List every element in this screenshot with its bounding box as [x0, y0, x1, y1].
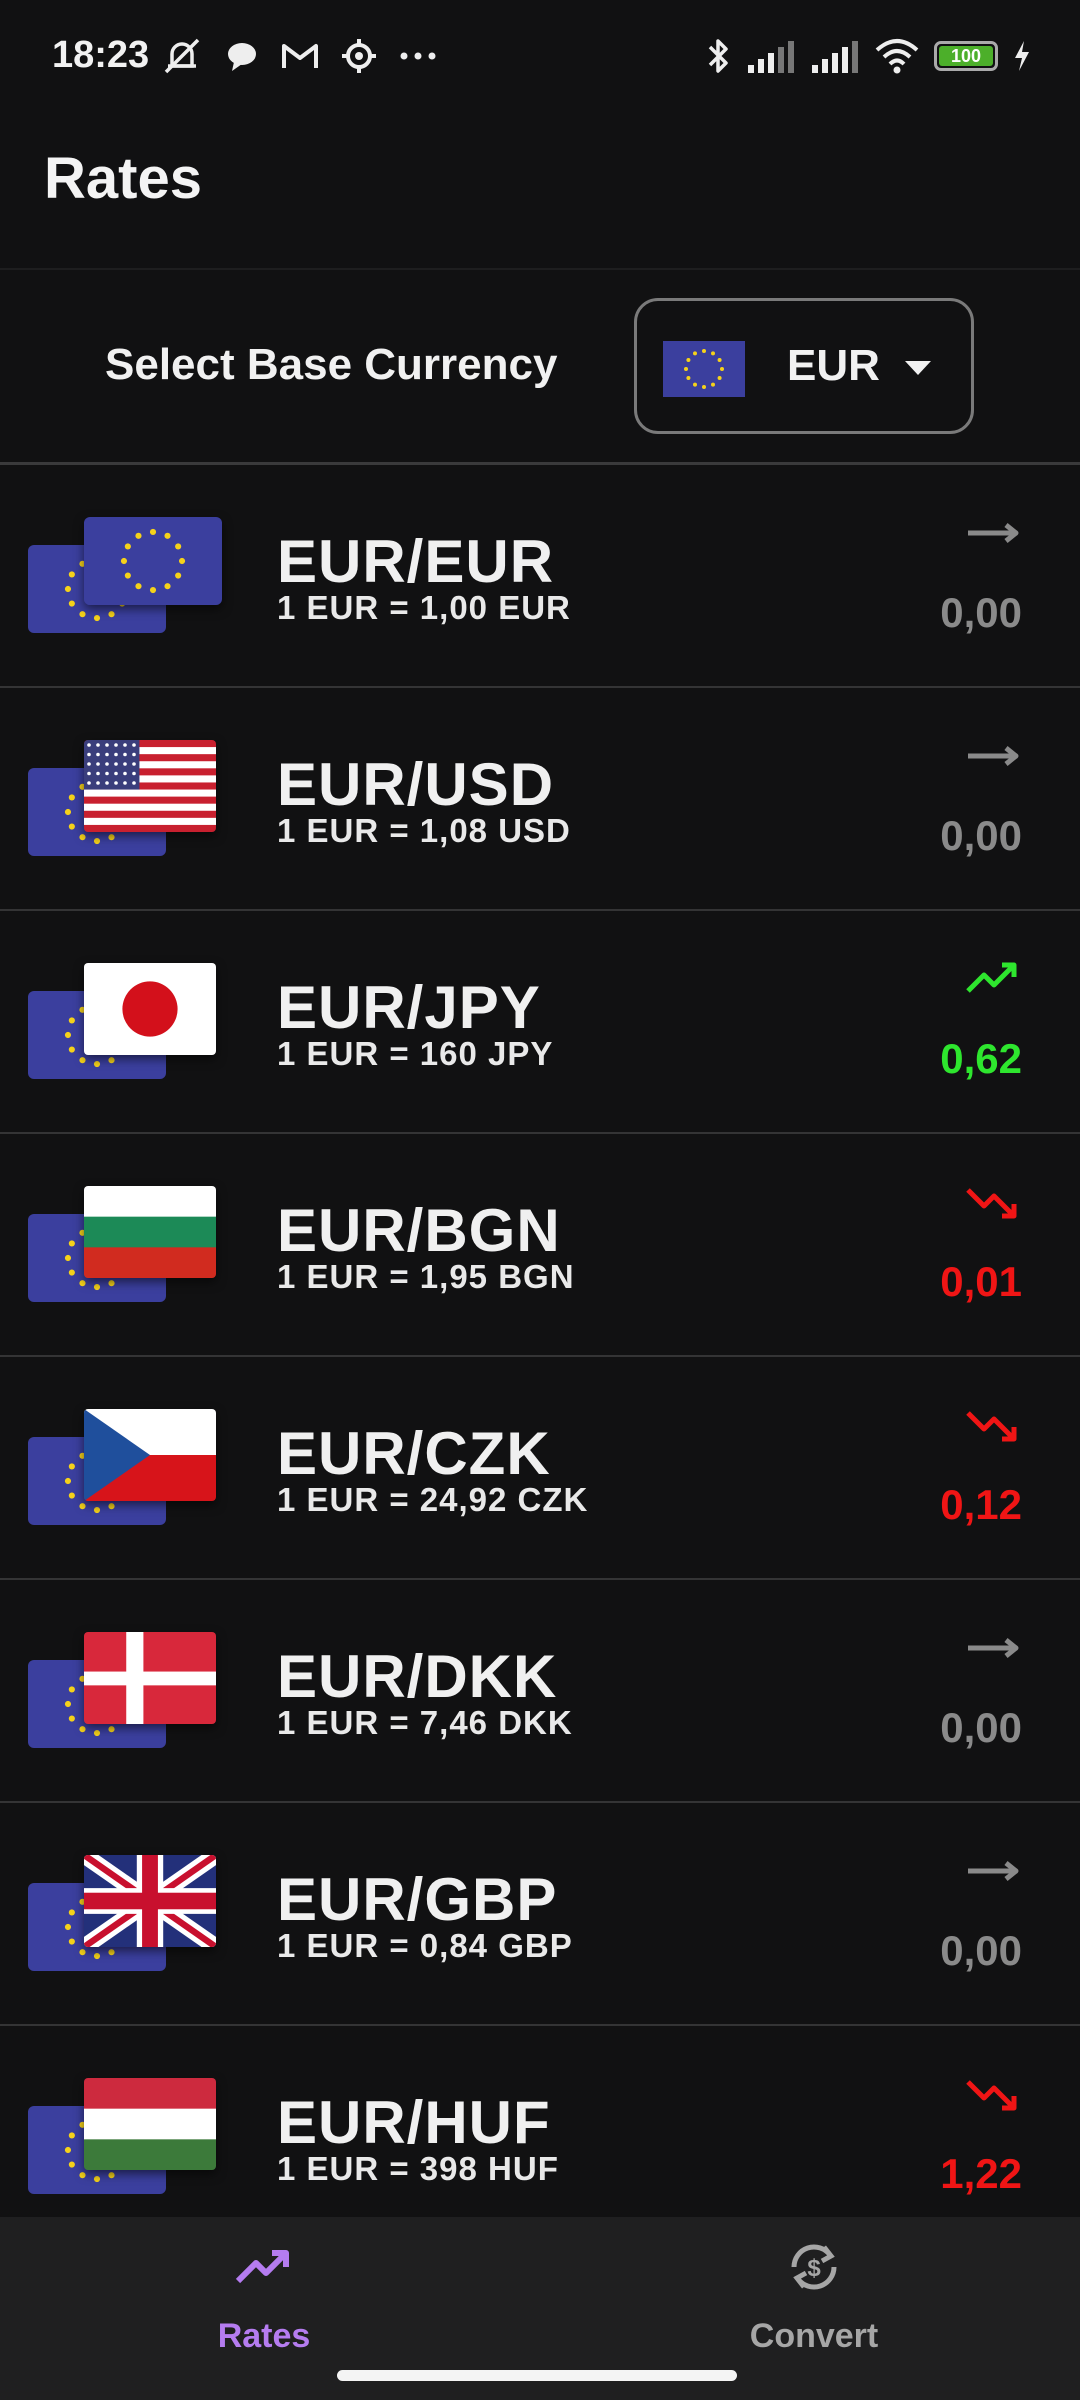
exchange-rate: 1 EUR = 7,46 DKK: [277, 1704, 573, 1741]
bell-off-icon: [164, 38, 200, 74]
bluetooth-icon: [708, 39, 728, 73]
nav-rates-label: Rates: [217, 2317, 311, 2355]
rates-list[interactable]: EUR/EUR 1 EUR = 1,00 EUR 0,00 EUR/USD 1 EUR …: [0, 465, 1080, 2217]
svg-text:$: $: [807, 2255, 821, 2282]
rate-row-eur-eur[interactable]: EUR/EUR 1 EUR = 1,00 EUR 0,00: [0, 465, 1080, 688]
hungary-flag-icon: [84, 2078, 216, 2170]
wifi-icon: [875, 39, 919, 74]
arrow-right-icon: [966, 1851, 1022, 1891]
currency-pair: EUR/CZK: [277, 1420, 551, 1487]
status-icons-right: 100: [704, 34, 1032, 78]
eu-flag-icon: [84, 517, 222, 605]
exchange-rate: 1 EUR = 1,00 EUR: [277, 589, 571, 626]
rate-row-eur-dkk[interactable]: EUR/DKK 1 EUR = 7,46 DKK 0,00: [0, 1580, 1080, 1803]
arrow-right-icon: [966, 736, 1022, 776]
status-icons-left: [160, 34, 438, 78]
arrow-right-icon: [966, 513, 1022, 553]
czech-flag-icon: [84, 1409, 216, 1501]
rate-change: 0,00: [940, 1704, 1022, 1751]
currency-pair: EUR/GBP: [277, 1866, 558, 1933]
chat-bubble-icon: [228, 43, 256, 71]
currency-pair: EUR/BGN: [277, 1197, 561, 1264]
signal-icon: [748, 41, 794, 73]
eu-flag-icon: [663, 341, 745, 397]
rate-row-eur-jpy[interactable]: EUR/JPY 1 EUR = 160 JPY 0,62: [0, 911, 1080, 1134]
nav-convert[interactable]: $ Convert: [664, 2217, 964, 2400]
rate-change: 0,00: [940, 1927, 1022, 1974]
rate-change: 0,00: [940, 812, 1022, 859]
trending-up-icon: [235, 2250, 289, 2284]
uk-flag-icon: [84, 1855, 216, 1947]
trending-up-icon: [966, 959, 1022, 999]
rate-row-eur-huf[interactable]: EUR/HUF 1 EUR = 398 HUF 1,22: [0, 2026, 1080, 2217]
bottom-navigation: Rates $ Convert: [0, 2217, 1080, 2400]
arrow-right-icon: [966, 1628, 1022, 1668]
rate-row-eur-gbp[interactable]: EUR/GBP 1 EUR = 0,84 GBP 0,00: [0, 1803, 1080, 2026]
exchange-rate: 1 EUR = 1,08 USD: [277, 812, 571, 849]
charging-icon: [1015, 41, 1029, 71]
battery-icon: 100: [934, 41, 998, 71]
status-bar: 18:23: [0, 0, 1080, 110]
base-currency-label: Select Base Currency: [105, 340, 558, 389]
rate-row-eur-czk[interactable]: EUR/CZK 1 EUR = 24,92 CZK 0,12: [0, 1357, 1080, 1580]
exchange-rate: 1 EUR = 24,92 CZK: [277, 1481, 589, 1518]
rate-change: 0,00: [940, 589, 1022, 636]
nav-rates[interactable]: Rates: [114, 2217, 414, 2400]
denmark-flag-icon: [84, 1632, 216, 1724]
more-dots-icon: [400, 52, 436, 60]
exchange-rate: 1 EUR = 398 HUF: [277, 2150, 559, 2187]
rate-change: 1,22: [940, 2150, 1022, 2197]
status-time: 18:23: [52, 34, 150, 76]
list-divider: [0, 462, 1080, 465]
japan-flag-icon: [84, 963, 216, 1055]
rate-change: 0,12: [940, 1481, 1022, 1528]
selected-currency-code: EUR: [787, 341, 880, 390]
currency-exchange-icon: $: [791, 2244, 837, 2290]
gmail-icon: [282, 44, 318, 68]
rate-row-eur-bgn[interactable]: EUR/BGN 1 EUR = 1,95 BGN 0,01: [0, 1134, 1080, 1357]
currency-pair: EUR/DKK: [277, 1643, 558, 1710]
trending-down-icon: [966, 1182, 1022, 1222]
currency-pair: EUR/EUR: [277, 528, 555, 595]
exchange-rate: 1 EUR = 160 JPY: [277, 1035, 554, 1072]
page-title: Rates: [44, 146, 202, 211]
us-flag-icon: [84, 740, 216, 832]
currency-pair: EUR/JPY: [277, 974, 541, 1041]
rate-change: 0,01: [940, 1258, 1022, 1305]
battery-level: 100: [939, 46, 993, 66]
trending-down-icon: [966, 1405, 1022, 1445]
exchange-rate: 1 EUR = 1,95 BGN: [277, 1258, 575, 1295]
header-divider: [0, 268, 1080, 270]
bulgaria-flag-icon: [84, 1186, 216, 1278]
home-indicator[interactable]: [337, 2370, 737, 2381]
currency-pair: EUR/USD: [277, 751, 555, 818]
trending-down-icon: [966, 2074, 1022, 2114]
currency-pair: EUR/HUF: [277, 2089, 551, 2156]
settings-cog-icon: [342, 39, 376, 73]
rate-change: 0,62: [940, 1035, 1022, 1082]
exchange-rate: 1 EUR = 0,84 GBP: [277, 1927, 573, 1964]
rate-row-eur-usd[interactable]: EUR/USD 1 EUR = 1,08 USD 0,00: [0, 688, 1080, 911]
nav-convert-label: Convert: [749, 2317, 879, 2355]
base-currency-dropdown[interactable]: EUR: [634, 298, 974, 434]
signal-icon: [812, 41, 858, 73]
chevron-down-icon: [905, 361, 931, 375]
